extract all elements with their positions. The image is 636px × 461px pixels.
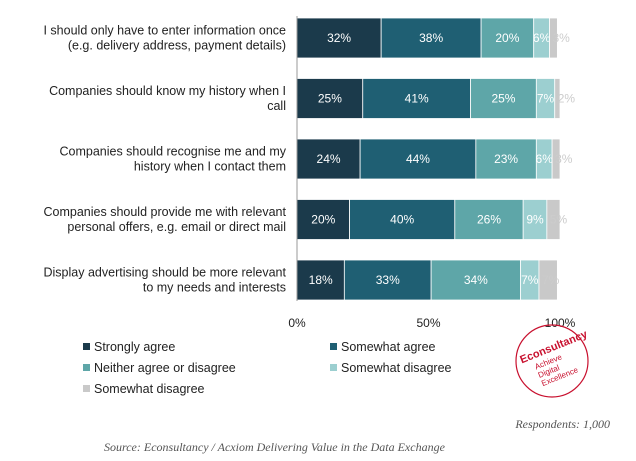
x-tick-label: 0% [288,316,306,330]
legend-label: Somewhat agree [341,340,436,354]
data-label: 23% [494,152,518,166]
data-label: 20% [495,31,519,45]
data-label: 6% [533,31,551,45]
legend-swatch [83,343,90,350]
category-label: I should only have to enter information … [43,24,286,38]
bar-segment [538,259,558,301]
bar-segment [454,199,524,240]
data-label: 2% [558,92,576,106]
bar-segment [359,138,477,180]
econsultancy-logo: Econsultancy Achieve Digital Excellence [515,324,590,398]
bar-segment [549,17,558,59]
legend-swatch [330,343,337,350]
category-label: personal offers, e.g. email or direct ma… [67,220,286,234]
data-label: 26% [477,213,501,227]
data-label: 32% [327,31,351,45]
data-label: 9% [526,213,544,227]
logo-circle [515,324,589,398]
x-axis: 0% 50% 100% [288,16,576,330]
bar-segment [296,259,345,301]
legend-swatch [83,364,90,371]
data-label: 20% [311,213,335,227]
category-label: to my needs and interests [143,281,286,295]
category-label: Companies should recognise me and my [59,145,286,159]
bars-layer: 32% 38% 20% 6% 3%25% 41% 25% 7% 2%24% 44% 23% 6% 3%2… [296,17,576,301]
data-label: 6% [536,152,554,166]
data-label: 25% [318,92,342,106]
legend-label: Strongly agree [94,340,175,354]
category-label: history when I contact them [134,160,286,174]
legend-swatch [83,385,90,392]
data-label: 40% [390,213,414,227]
data-label: 7% [521,273,539,287]
bar-segment [551,138,561,180]
bar-segment [362,78,471,119]
data-label: 24% [317,152,341,166]
bar-segment [296,17,382,59]
source-note: Source: Econsultancy / Acxiom Delivering… [104,440,446,454]
data-label: 3% [555,152,573,166]
data-label: 38% [419,31,443,45]
data-label: 44% [406,152,430,166]
legend: Strongly agree Somewhat agree Neither agre… [83,340,452,396]
data-label: 33% [376,273,400,287]
bar-segment [296,78,364,119]
category-label: (e.g. delivery address, payment details) [68,39,286,53]
bar-segment [343,259,432,301]
legend-label: Somewhat disagree [341,361,452,375]
data-label: 41% [405,92,429,106]
bar-segment [349,199,456,240]
data-label: 18% [309,273,333,287]
x-tick-label: 100% [545,316,576,330]
data-label: 7% [542,273,560,287]
bar-segment [554,78,561,119]
data-label: 3% [552,31,570,45]
category-label: call [267,99,286,113]
data-label: 5% [550,213,568,227]
bar-segment [470,78,537,119]
category-label: Display advertising should be more relev… [44,266,287,280]
legend-label: Somewhat disagree [94,382,205,396]
bar-segment [480,17,535,59]
category-label: Companies should provide me with relevan… [44,205,287,219]
legend-label: Neither agree or disagree [94,361,236,375]
category-label: Companies should know my history when I [49,84,286,98]
x-tick-label: 50% [416,316,440,330]
data-label: 25% [491,92,515,106]
bar-segment [380,17,482,59]
labels-layer: I should only have to enter information … [43,24,286,295]
respondents-note: Respondents: 1,000 [514,417,610,431]
legend-swatch [330,364,337,371]
bar-segment [546,199,561,240]
data-label: 7% [537,92,555,106]
data-label: 34% [464,273,488,287]
